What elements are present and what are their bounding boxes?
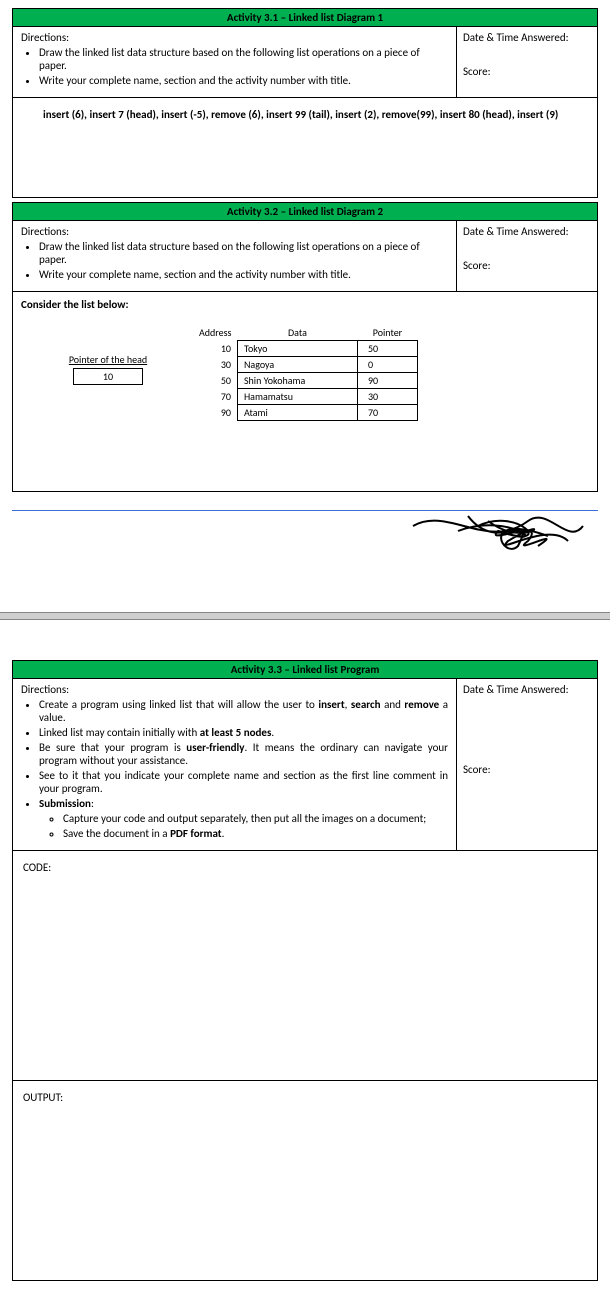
directions-list: Draw the linked list data structure base… xyxy=(39,240,448,281)
table-row: 70Hamamatsu30 xyxy=(193,389,417,405)
score-label: Score: xyxy=(463,259,591,287)
activity-title: Activity 3.3 – Linked list Program xyxy=(13,661,597,679)
consider-label: Consider the list below: xyxy=(13,292,597,315)
consider-block: Consider the list below: Pointer of the … xyxy=(13,291,597,491)
score-label: Score: xyxy=(463,65,591,93)
page-gap xyxy=(0,612,610,620)
sub-item: Save the document in a PDF format. xyxy=(63,827,448,840)
linked-list-table-area: Pointer of the head 10 Address Data Poin… xyxy=(13,315,597,491)
page-1: Activity 3.1 – Linked list Diagram 1 Dir… xyxy=(0,0,610,584)
output-label: OUTPUT: xyxy=(23,1091,63,1104)
pointer-head-value: 10 xyxy=(73,368,143,385)
directions-row: Directions: Draw the linked list data st… xyxy=(13,27,597,97)
directions-cell: Directions: Draw the linked list data st… xyxy=(13,221,457,291)
direction-item: Draw the linked list data structure base… xyxy=(39,240,448,266)
meta-cell: Date & Time Answered: Score: xyxy=(457,27,597,97)
direction-item: Linked list may contain initially with a… xyxy=(39,726,448,739)
pointer-head-label: Pointer of the head xyxy=(53,353,163,366)
directions-list: Create a program using linked list that … xyxy=(39,698,448,840)
date-time-label: Date & Time Answered: xyxy=(463,225,591,259)
output-section: OUTPUT: xyxy=(13,1080,597,1280)
direction-item: See to it that you indicate your complet… xyxy=(39,769,448,795)
operations-text: insert (6), insert 7 (head), insert (-5)… xyxy=(43,108,558,121)
direction-item: Submission: Capture your code and output… xyxy=(39,797,448,840)
directions-label: Directions: xyxy=(21,225,448,238)
col-pointer: Pointer xyxy=(357,325,417,341)
activity-3-1: Activity 3.1 – Linked list Diagram 1 Dir… xyxy=(12,8,598,198)
activity-3-3: Activity 3.3 – Linked list Program Direc… xyxy=(12,660,598,1281)
directions-cell: Directions: Draw the linked list data st… xyxy=(13,27,457,97)
direction-item: Write your complete name, section and th… xyxy=(39,268,448,281)
directions-list: Draw the linked list data structure base… xyxy=(39,46,448,87)
meta-cell: Date & Time Answered: Score: xyxy=(457,221,597,291)
date-time-label: Date & Time Answered: xyxy=(463,31,591,65)
code-section: CODE: xyxy=(13,850,597,1080)
operations-row: insert (6), insert 7 (head), insert (-5)… xyxy=(13,97,597,197)
direction-item: Be sure that your program is user-friend… xyxy=(39,741,448,767)
hand-scribble xyxy=(12,501,598,564)
directions-row: Directions: Create a program using linke… xyxy=(13,679,597,850)
directions-label: Directions: xyxy=(21,31,448,44)
sub-item: Capture your code and output separately,… xyxy=(63,812,448,825)
page-2: Activity 3.3 – Linked list Program Direc… xyxy=(0,620,610,1305)
node-table: Address Data Pointer 10Tokyo50 30Nagoya0… xyxy=(193,325,418,421)
table-row: 30Nagoya0 xyxy=(193,357,417,373)
date-time-label: Date & Time Answered: xyxy=(463,683,591,763)
directions-cell: Directions: Create a program using linke… xyxy=(13,679,457,850)
score-label: Score: xyxy=(463,763,591,776)
directions-row: Directions: Draw the linked list data st… xyxy=(13,221,597,291)
directions-label: Directions: xyxy=(21,683,448,696)
table-header-row: Address Data Pointer xyxy=(193,325,417,341)
table-row: 50Shin Yokohama90 xyxy=(193,373,417,389)
direction-item: Create a program using linked list that … xyxy=(39,698,448,724)
submission-sublist: Capture your code and output separately,… xyxy=(63,812,448,840)
code-label: CODE: xyxy=(23,861,51,874)
col-address: Address xyxy=(193,325,237,341)
direction-item: Write your complete name, section and th… xyxy=(39,74,448,87)
activity-3-2: Activity 3.2 – Linked list Diagram 2 Dir… xyxy=(12,202,598,492)
table-row: 10Tokyo50 xyxy=(193,341,417,357)
pointer-of-head: Pointer of the head 10 xyxy=(53,353,163,385)
activity-title: Activity 3.1 – Linked list Diagram 1 xyxy=(13,9,597,27)
table-row: 90Atami70 xyxy=(193,405,417,421)
activity-title: Activity 3.2 – Linked list Diagram 2 xyxy=(13,203,597,221)
direction-item: Draw the linked list data structure base… xyxy=(39,46,448,72)
meta-cell: Date & Time Answered: Score: xyxy=(457,679,597,850)
col-data: Data xyxy=(237,325,357,341)
